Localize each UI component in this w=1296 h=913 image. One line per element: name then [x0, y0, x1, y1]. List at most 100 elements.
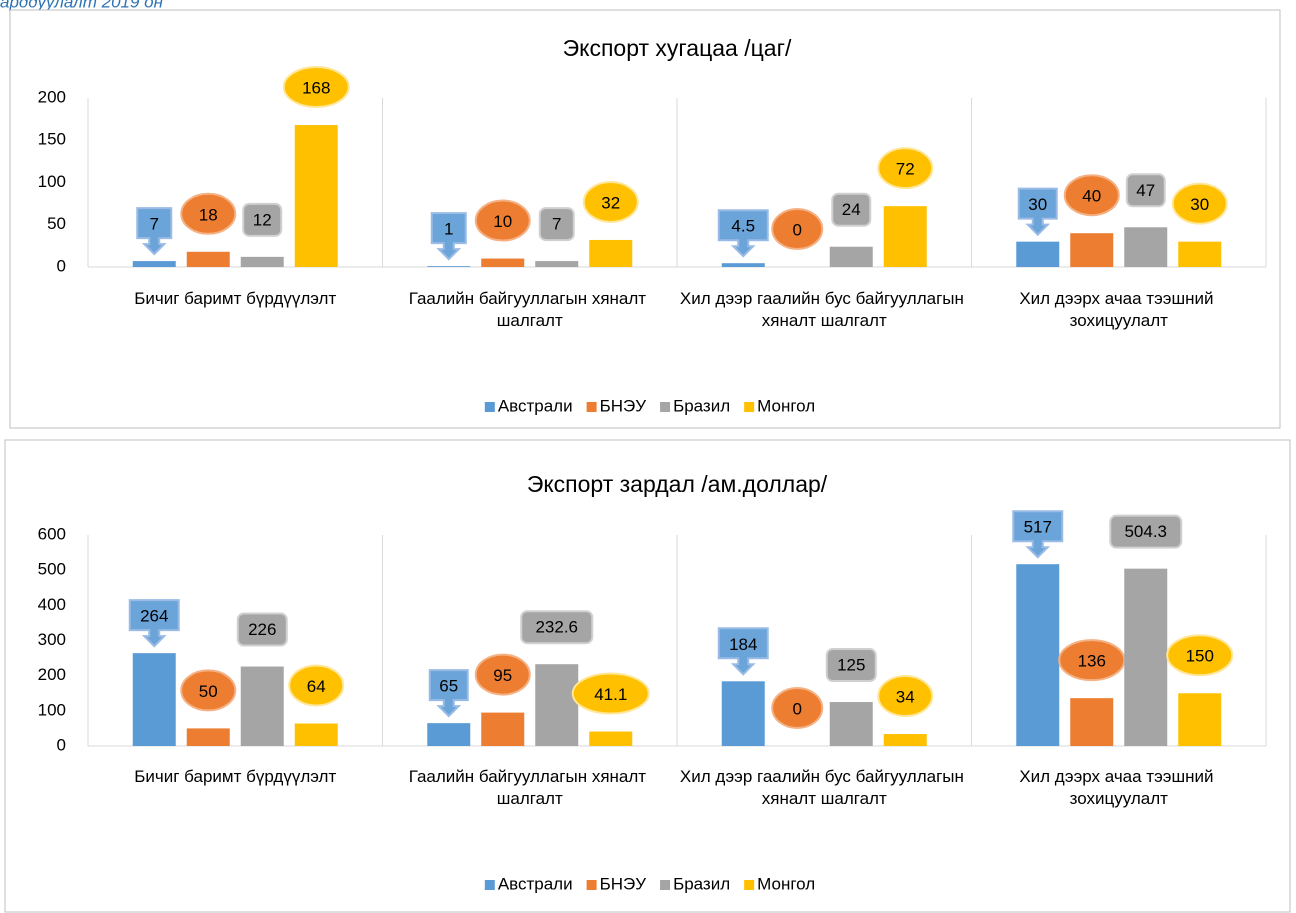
callout-shape: [538, 207, 575, 242]
data-callout: 10: [474, 199, 531, 242]
data-label: 47: [1136, 181, 1155, 200]
bar: [883, 206, 927, 267]
data-callout: 50: [180, 669, 237, 712]
data-label: 0: [793, 220, 802, 239]
caption: арддуулалт 2019 он: [0, 0, 164, 11]
data-label: 30: [1028, 195, 1047, 214]
callout-shape: [180, 192, 237, 235]
data-label: 264: [140, 607, 168, 626]
bar: [186, 251, 230, 267]
data-callout: 232.6: [520, 610, 594, 645]
legend-swatch: [660, 402, 671, 412]
bar: [132, 653, 176, 746]
legend-swatch: [660, 880, 671, 890]
x-tick-label: Гаалийн байгууллагын хяналт шалгалт: [409, 289, 651, 330]
data-label: 232.6: [535, 618, 578, 637]
data-callout: 32: [582, 180, 639, 223]
legend-label: Бразил: [673, 396, 730, 415]
bar: [535, 261, 579, 267]
bar: [1178, 241, 1222, 267]
bar: [240, 256, 284, 267]
callout-shape: [136, 207, 173, 256]
callout-shape: [236, 612, 288, 647]
chart-title: Экспорт зардал /ам.доллар/: [527, 471, 828, 497]
legend-label: БНЭУ: [600, 874, 647, 893]
data-callout: 0: [771, 687, 824, 729]
data-callout: 72: [877, 147, 934, 190]
callout-shape: [1012, 510, 1064, 559]
legend-item: Монгол: [744, 874, 815, 893]
x-tick-label: Бичиг баримт бүрдүүлэлт: [134, 289, 336, 308]
callout-shape: [474, 199, 531, 242]
bar: [294, 125, 338, 267]
data-label: 32: [601, 193, 620, 212]
bar: [132, 261, 176, 267]
callout-shape: [1063, 174, 1120, 217]
data-label: 30: [1190, 195, 1209, 214]
y-tick-label: 0: [57, 256, 66, 275]
data-label: 7: [150, 215, 159, 234]
callout-shape: [520, 610, 594, 645]
data-label: 41.1: [594, 685, 627, 704]
data-callout: 184: [717, 627, 769, 676]
legend-item: Монгол: [744, 396, 815, 415]
legend-item: БНЭУ: [586, 874, 647, 893]
data-callout: 264: [128, 599, 180, 648]
data-callout: 41.1: [571, 672, 650, 715]
bar: [721, 263, 765, 267]
legend-item: Бразил: [660, 874, 730, 893]
data-label: 95: [493, 666, 512, 685]
callout-shape: [282, 66, 350, 109]
callout-shape: [1125, 173, 1166, 208]
callout-shape: [1017, 187, 1058, 237]
data-label: 40: [1082, 187, 1101, 206]
data-label: 226: [248, 620, 276, 639]
bar: [294, 723, 338, 746]
data-callout: 125: [825, 648, 877, 683]
legend-label: Австрали: [498, 396, 573, 415]
callout-shape: [831, 192, 872, 227]
y-tick-label: 150: [38, 130, 66, 149]
bar: [427, 723, 471, 746]
data-label: 4.5: [731, 217, 755, 236]
x-tick-label: Хил дээрх ачаа тээшний зохицуулалт: [1019, 289, 1218, 330]
data-callout: 64: [288, 664, 345, 707]
data-callout: 0: [771, 208, 824, 250]
bar: [535, 664, 579, 746]
y-tick-label: 400: [38, 595, 66, 614]
data-label: 517: [1024, 518, 1052, 537]
callout-shape: [474, 653, 531, 696]
data-label: 12: [253, 210, 272, 229]
callout-shape: [717, 627, 769, 676]
data-label: 0: [793, 699, 802, 718]
legend-swatch: [586, 880, 597, 890]
data-callout: 168: [282, 66, 350, 109]
bar: [1124, 227, 1168, 267]
chart-title: Экспорт хугацаа /цаг/: [563, 35, 792, 61]
y-tick-label: 300: [38, 630, 66, 649]
bar: [883, 734, 927, 746]
data-callout: 34: [877, 675, 934, 718]
data-label: 34: [896, 688, 915, 707]
data-label: 150: [1186, 647, 1214, 666]
callout-shape: [428, 669, 469, 718]
data-callout: 7: [136, 207, 173, 256]
data-label: 18: [199, 205, 218, 224]
data-callout: 47: [1125, 173, 1166, 208]
legend-item: Бразил: [660, 396, 730, 415]
bar: [481, 712, 525, 746]
callout-shape: [430, 212, 467, 261]
data-callout: 136: [1058, 639, 1126, 682]
bar: [1016, 564, 1060, 746]
data-label: 64: [307, 677, 326, 696]
data-callout: 4.5: [717, 209, 769, 258]
callout-shape: [771, 687, 824, 729]
legend-label: Австрали: [498, 874, 573, 893]
y-tick-label: 50: [47, 214, 66, 233]
data-callout: 504.3: [1109, 514, 1183, 549]
data-callout: 226: [236, 612, 288, 647]
y-tick-label: 100: [38, 700, 66, 719]
bar: [1070, 698, 1114, 746]
y-tick-label: 200: [38, 87, 66, 106]
legend-item: БНЭУ: [586, 396, 646, 415]
